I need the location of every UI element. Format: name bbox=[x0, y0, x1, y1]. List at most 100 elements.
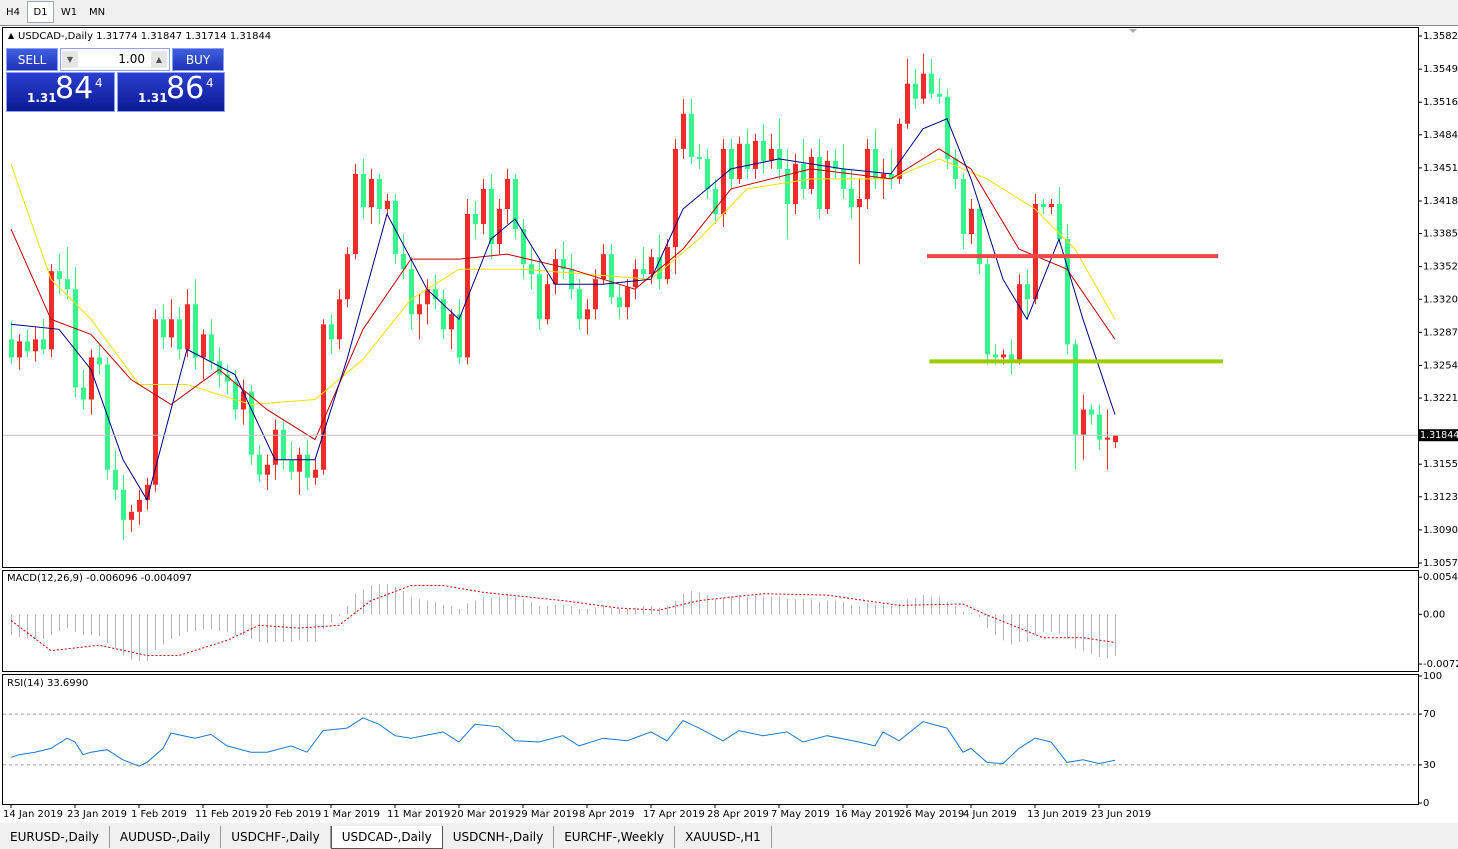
y-tick-label: 1.33525 bbox=[1423, 262, 1458, 273]
y-tick-label: 1.34840 bbox=[1423, 130, 1458, 141]
candle-body bbox=[353, 173, 358, 255]
ask-pips: 86 bbox=[166, 71, 205, 106]
candle-body bbox=[1105, 437, 1110, 440]
candle-body bbox=[89, 357, 94, 400]
candle-body bbox=[473, 214, 478, 225]
y-tick-label: 1.30570 bbox=[1423, 558, 1458, 569]
macd-header: MACD(12,26,9) -0.006096 -0.004097 bbox=[7, 573, 192, 584]
y-tick-label: 70 bbox=[1423, 709, 1436, 720]
candle-body bbox=[1009, 354, 1014, 360]
lot-decrease[interactable]: ▼ bbox=[62, 51, 78, 68]
candle-body bbox=[825, 160, 830, 210]
candle-body bbox=[1113, 435, 1118, 443]
low-value: 1.31714 bbox=[185, 31, 226, 42]
main-panel-border bbox=[2, 27, 1419, 568]
candle-body bbox=[649, 257, 654, 275]
chart-tab[interactable]: USDCAD-,Daily bbox=[330, 826, 443, 849]
chart-tab[interactable]: EURUSD-,Daily bbox=[0, 826, 110, 848]
candle-body bbox=[945, 96, 950, 159]
candle-body bbox=[849, 188, 854, 207]
buy-button[interactable]: BUY bbox=[172, 48, 224, 71]
x-tick-label: 11 Feb 2019 bbox=[195, 809, 257, 820]
candle-body bbox=[681, 113, 686, 149]
candle-body bbox=[1097, 414, 1102, 440]
candle-body bbox=[505, 178, 510, 210]
moving-average bbox=[10, 158, 1116, 406]
candle-body bbox=[881, 173, 886, 179]
chart-tabs: EURUSD-,Daily AUDUSD-,Daily USDCHF-,Daily U… bbox=[0, 826, 1458, 849]
candle-body bbox=[937, 93, 942, 97]
candle-body bbox=[457, 314, 462, 358]
y-tick-label: -0.00724 bbox=[1423, 659, 1458, 670]
y-tick-label: 0.00 bbox=[1423, 609, 1445, 620]
rsi-title: RSI(14) bbox=[7, 678, 44, 689]
candle-body bbox=[25, 341, 30, 352]
candle-body bbox=[977, 209, 982, 265]
candle-body bbox=[1041, 203, 1046, 207]
rsi-panel-border bbox=[2, 674, 1419, 805]
candle-body bbox=[393, 200, 398, 255]
candle-body bbox=[969, 209, 974, 235]
candle-body bbox=[81, 387, 86, 400]
timeframe-button[interactable]: MN bbox=[88, 7, 106, 18]
timeframe-button[interactable]: D1 bbox=[27, 1, 54, 23]
chart-tab[interactable]: AUDUSD-,Daily bbox=[110, 826, 222, 848]
y-tick-label: 1.31230 bbox=[1423, 492, 1458, 503]
candle-body bbox=[65, 279, 70, 290]
candle-body bbox=[545, 284, 550, 320]
macd-value: -0.006096 bbox=[86, 573, 137, 584]
candle-body bbox=[961, 178, 966, 235]
x-tick-label: 17 Apr 2019 bbox=[643, 809, 705, 820]
x-tick-label: 14 Jan 2019 bbox=[3, 809, 63, 820]
ask-big-figure: 1.31 bbox=[138, 91, 168, 105]
candle-body bbox=[129, 511, 134, 520]
bid-price[interactable]: 1.31 84 4 bbox=[6, 71, 115, 112]
timeframe-button[interactable]: H4 bbox=[6, 7, 20, 18]
chart-tab[interactable]: USDCHF-,Daily bbox=[221, 826, 331, 848]
symbol-title: USDCAD-,Daily bbox=[18, 31, 93, 42]
candle-body bbox=[1081, 409, 1086, 435]
chart-tab[interactable]: EURCHF-,Weekly bbox=[554, 826, 676, 848]
candle-body bbox=[641, 269, 646, 275]
bid-big-figure: 1.31 bbox=[27, 91, 57, 105]
x-tick-label: 7 May 2019 bbox=[771, 809, 830, 820]
candle-body bbox=[201, 334, 206, 358]
candle-body bbox=[889, 173, 894, 179]
ask-price[interactable]: 1.31 86 4 bbox=[117, 71, 225, 112]
candle-body bbox=[809, 156, 814, 189]
candle-body bbox=[905, 83, 910, 124]
sell-button[interactable]: SELL bbox=[6, 48, 58, 71]
candle-body bbox=[49, 271, 54, 350]
candle-body bbox=[713, 188, 718, 215]
timeframe-button[interactable]: W1 bbox=[60, 7, 78, 18]
rsi-line bbox=[10, 717, 1116, 767]
candle-body bbox=[409, 269, 414, 315]
moving-average bbox=[10, 118, 1116, 502]
x-tick-label: 1 Feb 2019 bbox=[131, 809, 187, 820]
candle-body bbox=[577, 289, 582, 320]
candle-body bbox=[913, 83, 918, 99]
y-tick-label: 1.34180 bbox=[1423, 196, 1458, 207]
candle-body bbox=[537, 274, 542, 320]
candle-body bbox=[193, 304, 198, 358]
x-tick-label: 23 Jun 2019 bbox=[1091, 809, 1151, 820]
lot-increase[interactable]: ▲ bbox=[151, 51, 167, 68]
candle-body bbox=[753, 140, 758, 169]
bid-pips: 84 bbox=[55, 71, 94, 106]
candle-body bbox=[1017, 284, 1022, 360]
ask-fraction: 4 bbox=[206, 76, 214, 90]
candle-body bbox=[729, 148, 734, 179]
chart-tab[interactable]: XAUUSD-,H1 bbox=[675, 826, 772, 848]
candle-body bbox=[241, 391, 246, 410]
candle-body bbox=[345, 254, 350, 300]
candle-body bbox=[601, 254, 606, 280]
lot-input[interactable]: 1.00 bbox=[60, 48, 170, 71]
candle-body bbox=[305, 454, 310, 478]
candle-body bbox=[1073, 344, 1078, 435]
candle-body bbox=[433, 289, 438, 300]
candle-body bbox=[417, 304, 422, 315]
chart-tab[interactable]: USDCNH-,Daily bbox=[443, 826, 555, 848]
candle-body bbox=[921, 73, 926, 99]
y-tick-label: 1.33200 bbox=[1423, 294, 1458, 305]
candle-body bbox=[833, 160, 838, 169]
